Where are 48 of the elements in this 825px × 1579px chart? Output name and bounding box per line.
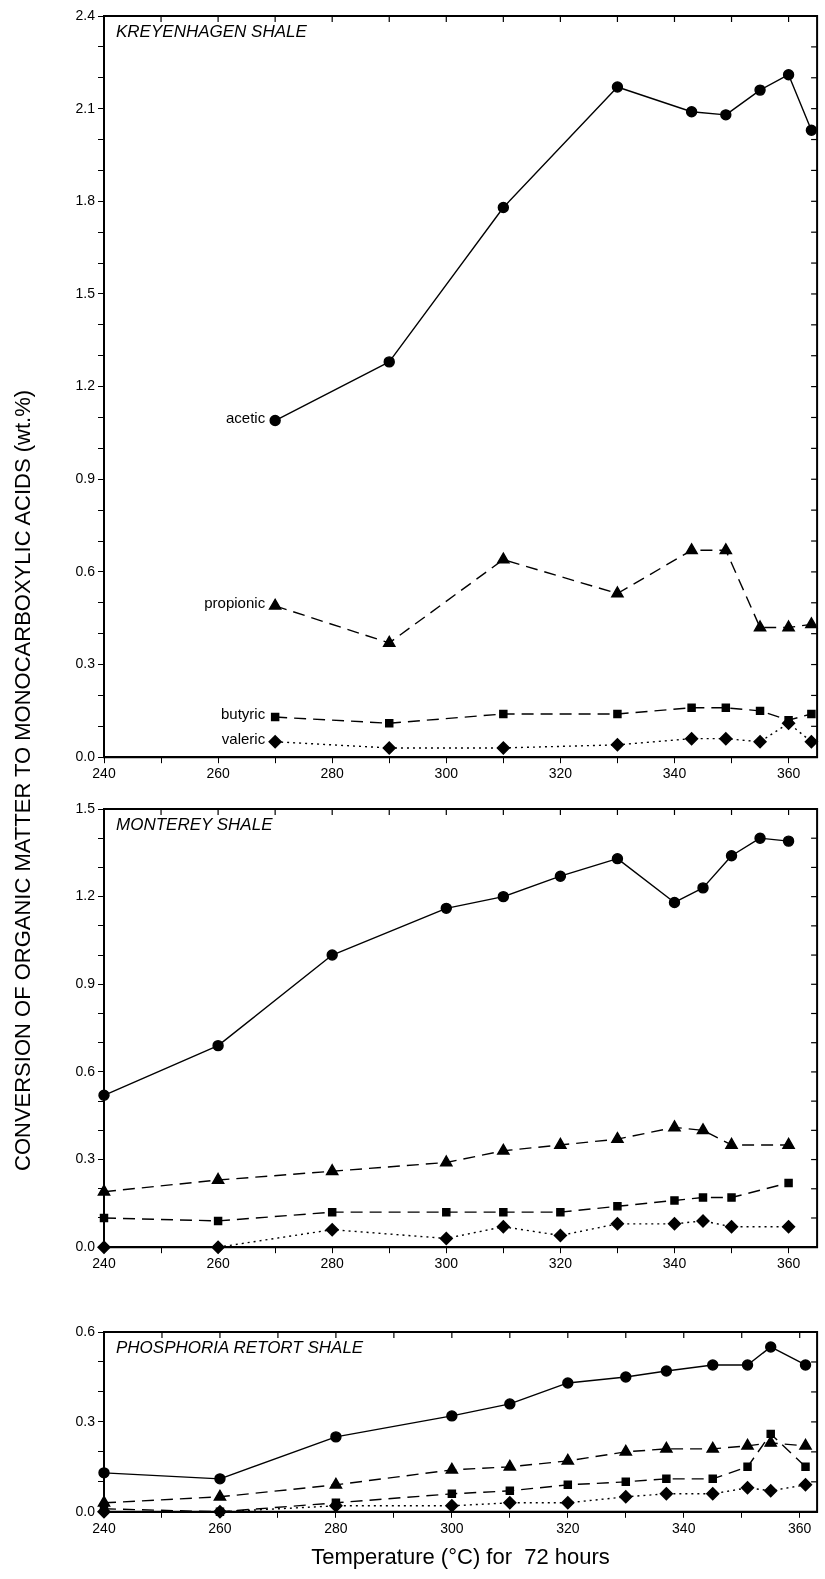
y-tick-label: 0.6 [75,1322,96,1339]
y-tick-label: 0.3 [75,1150,96,1167]
x-tick-label: 300 [434,765,459,782]
y-tick-label: 0.6 [75,562,96,579]
x-tick-label: 240 [92,1255,116,1272]
x-tick-label: 260 [208,1520,232,1537]
y-tick-label: 1.2 [75,377,96,394]
y-tick-label: 0.3 [75,655,96,672]
y-tick-label: 1.5 [75,284,96,301]
x-tick-label: 280 [320,765,345,782]
y-tick-label: 0.0 [75,1238,96,1255]
y-tick-label: 0.9 [75,470,96,487]
x-tick-label: 320 [548,765,573,782]
chart-title: KREYENHAGEN SHALE [116,22,308,42]
x-tick-label: 240 [92,1520,116,1537]
y-tick-label: 0.0 [75,748,96,765]
y-tick-label: 0.9 [75,975,96,992]
y-tick-label: 1.5 [75,799,96,816]
series-label: propionic [204,594,266,612]
y-tick-label: 1.8 [75,192,96,209]
y-tick-label: 2.4 [75,6,96,23]
x-tick-label: 360 [776,765,801,782]
y-tick-label: 2.1 [75,99,96,116]
x-tick-label: 280 [320,1255,345,1272]
series-label: butyric [220,705,266,723]
x-axis-title: Temperature (°C) for 72 hours [311,1543,610,1569]
x-tick-label: 280 [324,1520,348,1537]
chart-title: PHOSPHORIA RETORT SHALE [116,1338,364,1358]
y-tick-label: 0.3 [75,1412,96,1429]
y-tick-label: 0.0 [75,1502,96,1519]
series-label: acetic [225,408,266,426]
x-tick-label: 320 [556,1520,580,1537]
x-tick-label: 300 [434,1255,459,1272]
x-tick-label: 340 [662,765,687,782]
series-label: valeric [221,729,266,747]
x-tick-label: 260 [206,765,230,782]
x-tick-label: 340 [672,1520,696,1537]
y-tick-label: 0.6 [75,1062,96,1079]
x-tick-label: 360 [776,1255,801,1272]
chart-title: MONTEREY SHALE [116,815,274,835]
x-tick-label: 360 [788,1520,812,1537]
x-tick-label: 320 [548,1255,573,1272]
y-tick-label: 1.2 [75,887,96,904]
x-tick-label: 240 [92,765,116,782]
x-tick-label: 340 [662,1255,687,1272]
y-axis-title: CONVERSION OF ORGANIC MATTER TO MONOCARBOXYLIC ACIDS (wt.%) [10,388,36,1173]
x-tick-label: 300 [440,1520,464,1537]
x-tick-label: 260 [206,1255,230,1272]
